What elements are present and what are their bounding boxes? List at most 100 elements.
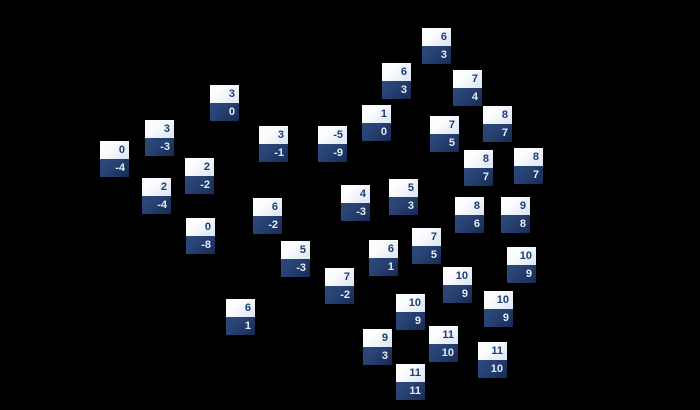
data-point-tile: 10 9: [396, 294, 425, 330]
data-point-bottom-value: 0: [210, 103, 239, 121]
data-point-top-value: 6: [382, 63, 411, 81]
data-point-top-value: 11: [478, 342, 507, 360]
data-point-tile: 6 -2: [253, 198, 282, 234]
data-point-top-value: 5: [389, 179, 418, 197]
data-point-bottom-value: -3: [281, 259, 310, 277]
data-point-top-value: 10: [443, 267, 472, 285]
data-point-bottom-value: 1: [226, 317, 255, 335]
data-point-bottom-value: 3: [422, 46, 451, 64]
data-point-top-value: 2: [185, 158, 214, 176]
data-point-tile: -5 -9: [318, 126, 347, 162]
data-point-tile: 11 10: [478, 342, 507, 378]
data-point-top-value: 6: [422, 28, 451, 46]
data-point-top-value: 7: [430, 116, 459, 134]
data-point-bottom-value: 5: [430, 134, 459, 152]
data-point-top-value: 3: [145, 120, 174, 138]
data-point-top-value: 10: [507, 247, 536, 265]
data-point-tile: 7 -2: [325, 268, 354, 304]
data-point-top-value: 11: [396, 364, 425, 382]
data-point-bottom-value: 9: [484, 309, 513, 327]
data-point-top-value: -5: [318, 126, 347, 144]
data-point-top-value: 6: [253, 198, 282, 216]
data-point-bottom-value: -3: [145, 138, 174, 156]
data-point-bottom-value: -3: [341, 203, 370, 221]
data-point-bottom-value: 7: [483, 124, 512, 142]
data-point-top-value: 6: [369, 240, 398, 258]
data-point-top-value: 6: [226, 299, 255, 317]
data-point-bottom-value: -2: [325, 286, 354, 304]
data-point-bottom-value: -2: [185, 176, 214, 194]
data-point-bottom-value: 9: [507, 265, 536, 283]
data-point-tile: 10 9: [484, 291, 513, 327]
data-point-bottom-value: -4: [100, 159, 129, 177]
data-point-top-value: 7: [453, 70, 482, 88]
data-point-bottom-value: 3: [363, 347, 392, 365]
data-point-bottom-value: 11: [396, 382, 425, 400]
data-point-bottom-value: -2: [253, 216, 282, 234]
data-point-tile: 0 -8: [186, 218, 215, 254]
data-point-top-value: 0: [186, 218, 215, 236]
data-point-tile: 5 -3: [281, 241, 310, 277]
data-point-top-value: 10: [396, 294, 425, 312]
data-point-bottom-value: 7: [464, 168, 493, 186]
data-point-top-value: 8: [455, 197, 484, 215]
data-point-tile: 0 -4: [100, 141, 129, 177]
data-point-bottom-value: -4: [142, 196, 171, 214]
data-point-bottom-value: 0: [362, 123, 391, 141]
data-point-tile: 2 -4: [142, 178, 171, 214]
data-point-bottom-value: 3: [382, 81, 411, 99]
data-point-top-value: 8: [514, 148, 543, 166]
data-point-tile: 4 -3: [341, 185, 370, 221]
data-point-bottom-value: 3: [389, 197, 418, 215]
data-point-tile: 10 9: [443, 267, 472, 303]
data-point-top-value: 0: [100, 141, 129, 159]
data-point-top-value: 3: [210, 85, 239, 103]
data-point-top-value: 1: [362, 105, 391, 123]
data-point-tile: 11 11: [396, 364, 425, 400]
data-point-top-value: 5: [281, 241, 310, 259]
data-point-top-value: 10: [484, 291, 513, 309]
data-point-top-value: 4: [341, 185, 370, 203]
data-point-bottom-value: 9: [396, 312, 425, 330]
data-point-tile: 10 9: [507, 247, 536, 283]
data-point-top-value: 7: [412, 228, 441, 246]
data-point-bottom-value: 8: [501, 215, 530, 233]
data-point-top-value: 2: [142, 178, 171, 196]
data-point-top-value: 11: [429, 326, 458, 344]
data-point-bottom-value: -1: [259, 144, 288, 162]
data-point-bottom-value: 10: [478, 360, 507, 378]
data-point-top-value: 8: [464, 150, 493, 168]
data-point-bottom-value: 9: [443, 285, 472, 303]
data-point-top-value: 9: [501, 197, 530, 215]
data-point-top-value: 8: [483, 106, 512, 124]
data-point-top-value: 7: [325, 268, 354, 286]
data-point-bottom-value: 6: [455, 215, 484, 233]
data-point-bottom-value: -9: [318, 144, 347, 162]
data-point-bottom-value: 10: [429, 344, 458, 362]
data-point-tile: 11 10: [429, 326, 458, 362]
data-point-tile: 3 -3: [145, 120, 174, 156]
data-point-top-value: 3: [259, 126, 288, 144]
data-point-tile: 3 -1: [259, 126, 288, 162]
data-point-top-value: 9: [363, 329, 392, 347]
data-point-bottom-value: -8: [186, 236, 215, 254]
data-point-bottom-value: 7: [514, 166, 543, 184]
data-point-bottom-value: 1: [369, 258, 398, 276]
data-point-bottom-value: 4: [453, 88, 482, 106]
